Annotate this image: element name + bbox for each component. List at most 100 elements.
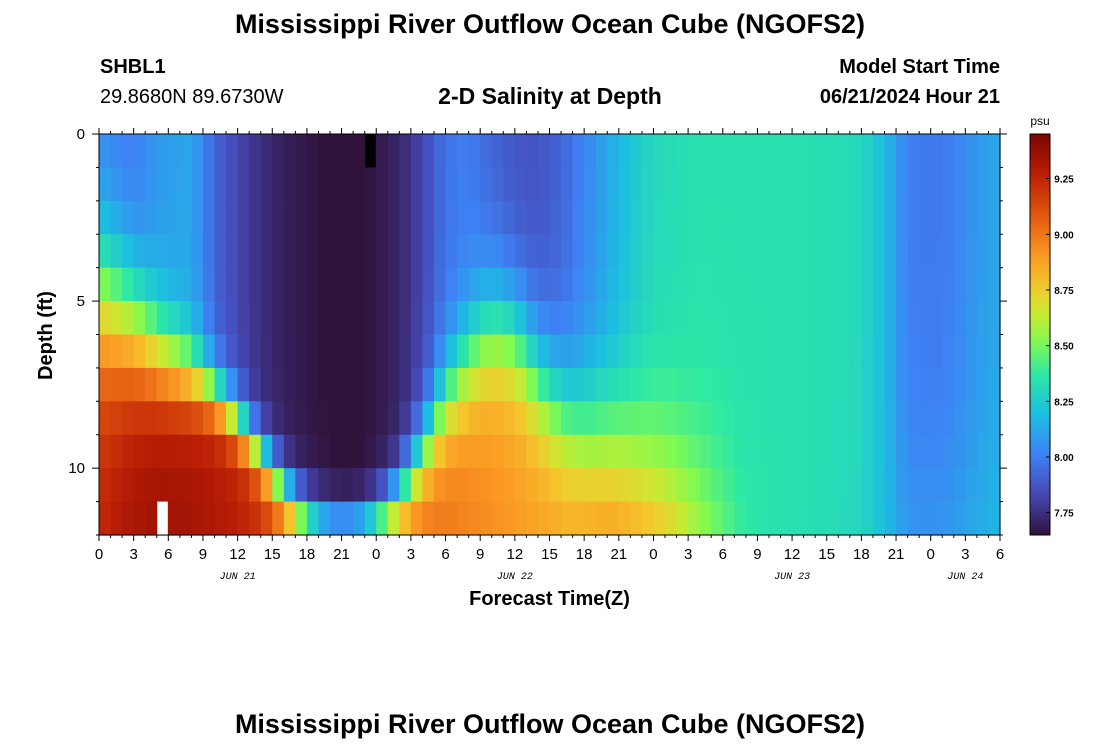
heatmap-cell xyxy=(433,334,447,369)
heatmap-cell xyxy=(618,301,631,336)
heatmap-cell xyxy=(145,367,158,402)
heatmap-cell xyxy=(480,301,493,336)
heatmap-cell xyxy=(745,334,759,369)
heatmap-cell xyxy=(618,134,631,169)
heatmap-cell xyxy=(792,401,805,436)
heatmap-cell xyxy=(503,267,516,302)
heatmap-cell xyxy=(976,234,990,269)
heatmap-cell xyxy=(942,267,955,302)
heatmap-cell xyxy=(537,267,551,302)
heatmap-cell xyxy=(145,234,158,269)
heatmap-cell xyxy=(965,134,978,169)
heatmap-cell xyxy=(399,367,412,402)
heatmap-cell xyxy=(965,334,978,369)
heatmap-cell xyxy=(953,367,966,402)
heatmap-cell xyxy=(965,234,978,269)
heatmap-cell xyxy=(734,200,747,235)
x-tick-label: 12 xyxy=(784,546,801,563)
heatmap-cell xyxy=(722,468,735,503)
heatmap-cell xyxy=(942,367,955,402)
heatmap-cell xyxy=(653,301,666,336)
heatmap-cell xyxy=(618,401,631,436)
heatmap-cell xyxy=(422,267,435,302)
heatmap-cell xyxy=(572,134,585,169)
heatmap-cell xyxy=(480,468,493,503)
heatmap-cell xyxy=(872,234,886,269)
heatmap-cell xyxy=(699,234,712,269)
heatmap-cell xyxy=(699,301,712,336)
heatmap-cell xyxy=(618,367,631,402)
heatmap-cell xyxy=(665,401,678,436)
heatmap-cell xyxy=(757,434,770,469)
heatmap-cell xyxy=(549,200,562,235)
heatmap-cell xyxy=(930,334,943,369)
heatmap-cell xyxy=(156,334,169,369)
heatmap-cell xyxy=(584,367,597,402)
heatmap-cell xyxy=(272,334,285,369)
heatmap-cell xyxy=(353,200,366,235)
heatmap-cell xyxy=(665,134,678,169)
heatmap-cell xyxy=(457,167,470,202)
heatmap-cell xyxy=(561,401,574,436)
heatmap-cell xyxy=(145,134,158,169)
heatmap-cell xyxy=(757,334,770,369)
x-tick-label: 3 xyxy=(961,546,969,563)
heatmap-cell xyxy=(202,301,216,336)
heatmap-cell xyxy=(688,267,701,302)
heatmap-cell xyxy=(514,334,527,369)
heatmap-cell xyxy=(919,200,932,235)
heatmap-cell xyxy=(826,134,839,169)
heatmap-cell xyxy=(295,468,308,503)
heatmap-cell xyxy=(341,367,354,402)
heatmap-cell xyxy=(653,334,666,369)
heatmap-cell xyxy=(99,401,112,436)
heatmap-cell xyxy=(110,334,123,369)
heatmap-cell xyxy=(641,367,655,402)
heatmap-cell xyxy=(226,234,239,269)
heatmap-cell xyxy=(722,434,735,469)
heatmap-cell xyxy=(780,468,793,503)
heatmap-cell xyxy=(156,134,169,169)
heatmap-cell xyxy=(792,367,805,402)
heatmap-cell xyxy=(179,401,193,436)
heatmap-cell xyxy=(630,200,643,235)
heatmap-cell xyxy=(433,267,447,302)
heatmap-cell xyxy=(953,234,966,269)
heatmap-cell xyxy=(410,167,424,202)
heatmap-cell xyxy=(872,468,886,503)
heatmap-cell xyxy=(861,367,874,402)
heatmap-cell xyxy=(399,167,412,202)
heatmap-cell xyxy=(988,401,1001,436)
heatmap-cell xyxy=(584,167,597,202)
heatmap-cell xyxy=(226,334,239,369)
heatmap-cell xyxy=(283,334,296,369)
heatmap-cell xyxy=(433,434,447,469)
heatmap-cell xyxy=(133,234,146,269)
heatmap-cell xyxy=(618,434,631,469)
heatmap-cell xyxy=(133,134,146,169)
heatmap-cell xyxy=(260,134,273,169)
heatmap-cell xyxy=(734,167,747,202)
y-tick-label: 10 xyxy=(68,460,85,477)
heatmap-cell xyxy=(99,267,112,302)
heatmap-cell xyxy=(768,434,782,469)
heatmap-cell xyxy=(722,367,735,402)
heatmap-cell xyxy=(942,134,955,169)
heatmap-cell xyxy=(699,134,712,169)
heatmap-cell xyxy=(179,334,193,369)
heatmap-cell xyxy=(191,267,204,302)
heatmap-cell xyxy=(930,501,943,536)
heatmap-cell xyxy=(549,468,562,503)
heatmap-cell xyxy=(330,334,343,369)
heatmap-cell xyxy=(618,234,631,269)
heatmap-cell xyxy=(803,434,816,469)
heatmap-cell xyxy=(699,468,712,503)
heatmap-cell xyxy=(907,434,920,469)
heatmap-cell xyxy=(919,301,932,336)
heatmap-cell xyxy=(572,334,585,369)
heatmap-cell xyxy=(353,367,366,402)
heatmap-cell xyxy=(676,434,689,469)
heatmap-cell xyxy=(110,167,123,202)
heatmap-cell xyxy=(849,301,862,336)
heatmap-cell xyxy=(607,267,620,302)
